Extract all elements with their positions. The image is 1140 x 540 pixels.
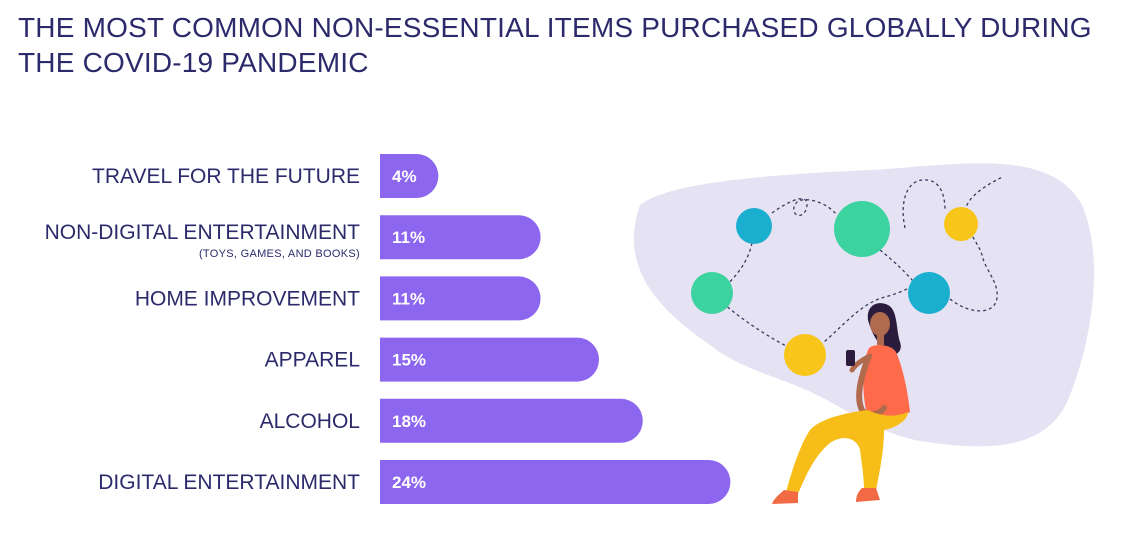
bar-value-label: 11% (392, 228, 425, 247)
shoe-right (856, 488, 880, 502)
category-label: DIGITAL ENTERTAINMENT (98, 471, 360, 494)
category-label: NON-DIGITAL ENTERTAINMENT (45, 221, 361, 244)
bar-value-label: 18% (392, 412, 426, 431)
bar-value-label: 4% (392, 167, 417, 186)
arm (856, 355, 887, 418)
shoe-left (772, 490, 798, 504)
shirt (863, 344, 910, 418)
category-label: APPAREL (265, 349, 360, 372)
bar (380, 460, 731, 504)
woman-with-phone-icon (772, 303, 910, 504)
head (870, 312, 890, 336)
pants (786, 410, 908, 494)
yellow-node-1 (944, 207, 978, 241)
network-link (949, 176, 1003, 312)
bar-value-label: 11% (392, 289, 425, 308)
network-link (771, 198, 837, 217)
bar (380, 154, 439, 198)
chart-title-line-2: THE COVID-19 PANDEMIC (18, 47, 369, 78)
illustration (633, 163, 1095, 504)
bar-value-label: 24% (392, 473, 426, 492)
teal-node-2 (908, 272, 950, 314)
network-link (722, 302, 793, 350)
yellow-node-2 (784, 334, 826, 376)
category-label: ALCOHOL (260, 410, 360, 433)
network-link (879, 249, 914, 282)
neck (877, 333, 884, 345)
phone (846, 350, 855, 366)
category-label: HOME IMPROVEMENT (135, 287, 360, 310)
bar-value-label: 15% (392, 351, 426, 370)
raised-arm (849, 353, 873, 373)
green-node-2 (691, 272, 733, 314)
category-sublabel: (TOYS, GAMES, AND BOOKS) (199, 248, 360, 260)
bar (380, 276, 541, 321)
chart-title: THE MOST COMMON NON-ESSENTIAL ITEMS PURC… (18, 10, 1128, 80)
category-label: TRAVEL FOR THE FUTURE (92, 165, 360, 188)
network-link (902, 179, 946, 229)
chart-title-line-1: THE MOST COMMON NON-ESSENTIAL ITEMS PURC… (18, 12, 1092, 43)
bar (380, 215, 541, 260)
teal-node-1 (736, 208, 772, 244)
bar (380, 337, 599, 382)
green-node-1 (834, 201, 890, 257)
bars: 4% TRAVEL FOR THE FUTURE 11% NON-DIGITAL EN… (45, 154, 731, 504)
bar (380, 398, 643, 443)
